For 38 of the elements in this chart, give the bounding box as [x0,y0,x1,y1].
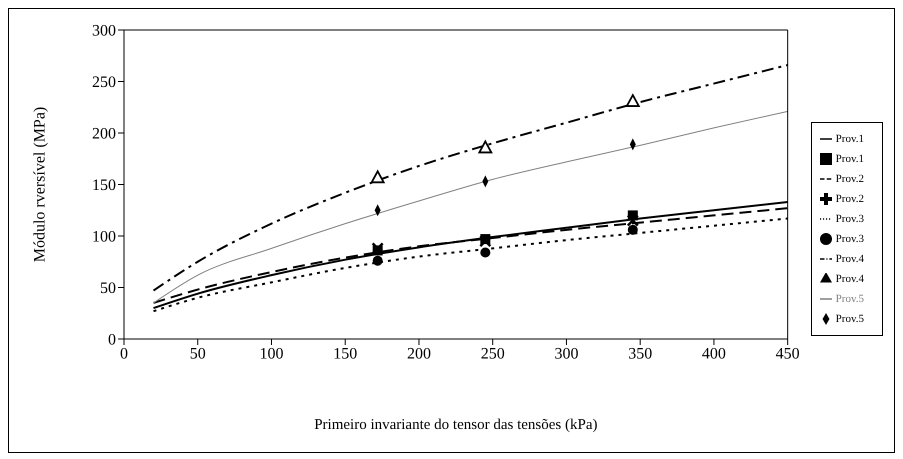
point [478,140,492,154]
line-series [152,110,788,304]
legend-label: Prov.2 [836,173,864,185]
legend-label: Prov.4 [836,253,864,265]
y-tick-label: 200 [92,126,116,143]
x-tick-label: 450 [776,345,800,362]
y-tick-label: 100 [92,228,116,246]
y-tick-label: 50 [100,280,116,298]
point [626,214,640,227]
y-tick-label: 0 [108,332,116,349]
point [372,256,383,266]
x-tick-label: 100 [259,345,284,362]
legend-label: Prov.5 [836,313,864,325]
y-axis-title: Módulo rversível (MPa) [32,106,49,262]
point [626,94,640,107]
x-tick-label: 50 [190,345,206,362]
x-tick-label: 350 [628,345,652,362]
point [628,224,638,235]
x-tick-label: 400 [702,345,726,362]
x-tick-label: 250 [480,345,505,362]
point [480,247,490,258]
x-tick-label: 200 [406,345,431,362]
x-tick-label: 150 [333,345,358,362]
point [479,234,492,248]
y-tick-label: 150 [92,177,116,194]
legend-label: Prov.3 [836,213,864,225]
legend-label: Prov.5 [836,293,864,305]
legend-label: Prov.1 [836,153,864,165]
y-tick-label: 300 [92,22,116,40]
y-tick-label: 250 [92,74,116,92]
x-tick-label: 300 [554,345,578,362]
legend-label: Prov.2 [836,193,864,205]
point [370,170,385,184]
legend-label: Prov.3 [836,233,864,245]
legend-label: Prov.4 [836,273,864,285]
legend-label: Prov.1 [836,133,864,145]
x-axis-title: Primeiro invariante do tensor das tensões (kPa) [314,417,598,433]
x-tick-label: 0 [120,345,128,362]
